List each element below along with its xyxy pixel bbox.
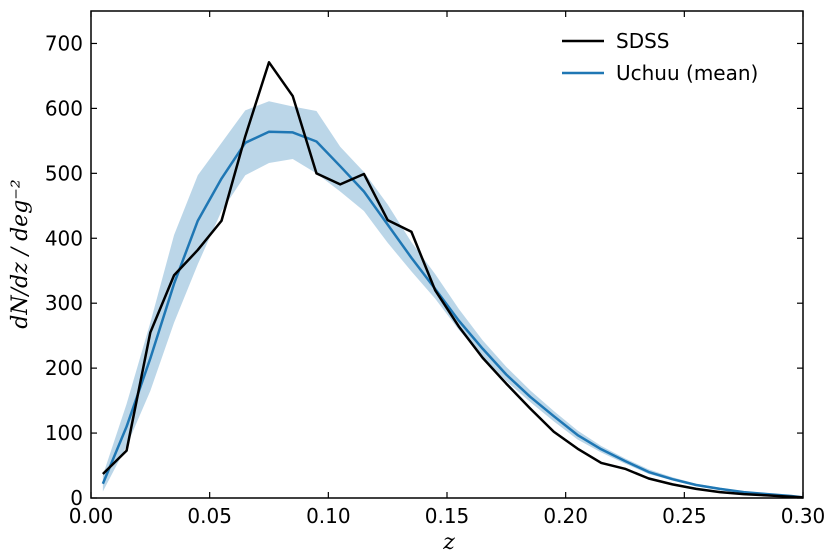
x-tick-label: 0.30 — [781, 504, 826, 528]
legend-label-uchuu: Uchuu (mean) — [616, 61, 758, 85]
y-tick-label: 700 — [45, 31, 83, 55]
series-line-sdss — [101, 61, 804, 499]
series-line-layer — [101, 61, 804, 499]
x-tick-label: 0.10 — [306, 504, 351, 528]
legend-label-sdss: SDSS — [616, 29, 670, 53]
x-tick-label: 0.20 — [543, 504, 588, 528]
y-tick-label: 0 — [70, 486, 83, 510]
x-tick-label: 0.15 — [425, 504, 470, 528]
uchuu-band-layer — [102, 101, 803, 498]
tick-layer: 0.00 0.05 0.10 0.15 0.20 0.25 0.30 0 100 200 300 40… — [45, 11, 825, 528]
y-tick-label: 500 — [45, 161, 83, 185]
x-tick-label: 0.25 — [662, 504, 707, 528]
x-axis-label: z — [442, 530, 455, 554]
y-tick-label: 200 — [45, 356, 83, 380]
legend: SDSS Uchuu (mean) — [562, 29, 758, 85]
y-tick-label: 300 — [45, 291, 83, 315]
y-axis-label: dN/dz / deg⁻² — [8, 179, 33, 328]
x-tick-label: 0.00 — [69, 504, 114, 528]
x-tick-label: 0.05 — [187, 504, 232, 528]
y-tick-label: 600 — [45, 96, 83, 120]
y-tick-label: 400 — [45, 226, 83, 250]
series-line-uchuu — [101, 130, 804, 499]
uchuu-range-band — [102, 101, 803, 498]
y-tick-label: 100 — [45, 421, 83, 445]
